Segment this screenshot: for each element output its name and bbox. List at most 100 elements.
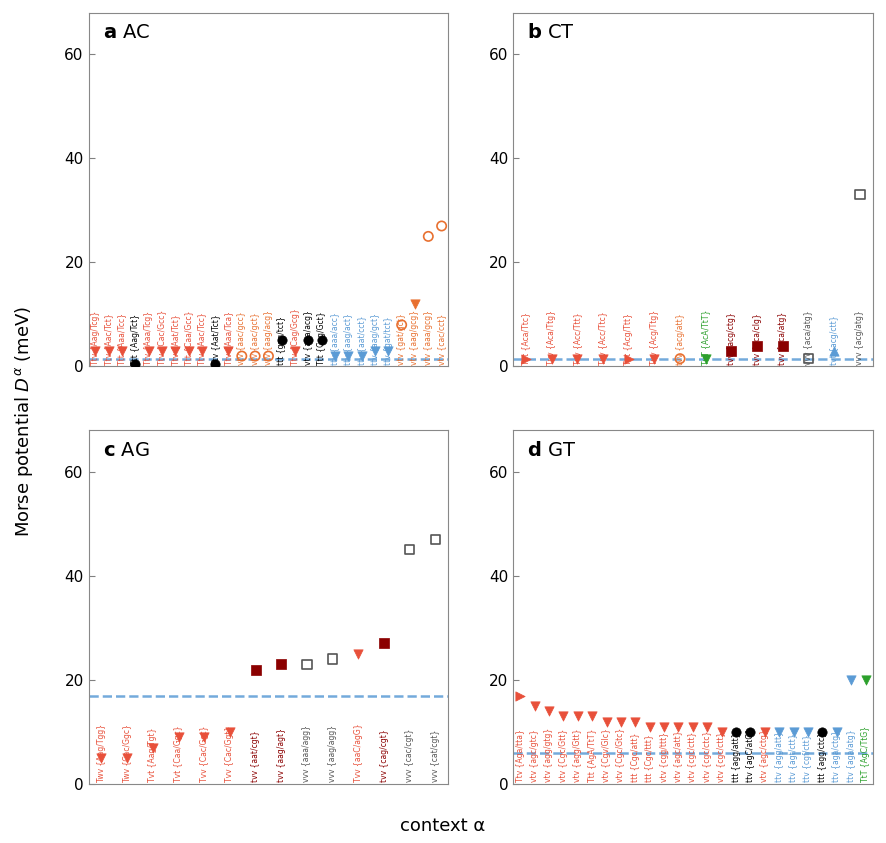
Text: vvv {aag/agg}: vvv {aag/agg} — [328, 725, 338, 782]
Point — [585, 710, 599, 723]
Text: vtv {cgc/ctc}: vtv {cgc/ctc} — [703, 731, 711, 782]
Point — [354, 349, 369, 362]
Point — [648, 352, 662, 365]
Point — [115, 344, 129, 357]
Text: Ttt {Cag/Gct}: Ttt {Cag/Gct} — [317, 311, 326, 365]
Text: context α: context α — [400, 817, 486, 835]
Point — [235, 349, 249, 362]
Text: ttv {aaa/acc}: ttv {aaa/acc} — [330, 312, 339, 365]
Point — [600, 715, 614, 728]
Text: Ttv {Aaa/Tcg}: Ttv {Aaa/Tcg} — [144, 311, 153, 365]
Text: ttv {aag/gct}: ttv {aag/gct} — [370, 313, 379, 365]
Point — [802, 352, 816, 365]
Point — [328, 349, 342, 362]
Text: ttt {gag/tct}: ttt {gag/tct} — [277, 316, 286, 365]
Text: Tvt {Aca/Ttc}: Tvt {Aca/Ttc} — [521, 312, 531, 365]
Point — [222, 725, 237, 738]
Text: tvv {aat/cgt}: tvv {aat/cgt} — [251, 731, 260, 782]
Point — [94, 751, 108, 765]
Point — [614, 715, 628, 728]
Point — [556, 710, 571, 723]
Text: vtv {agg/Gtt}: vtv {agg/Gtt} — [573, 729, 582, 782]
Point — [288, 344, 302, 357]
Point — [248, 663, 262, 676]
Text: vtv {aac/gcc}: vtv {aac/gcc} — [237, 311, 246, 365]
Text: Tvt {Caa/Ggc}: Tvt {Caa/Ggc} — [174, 726, 183, 782]
Point — [657, 720, 672, 733]
Point — [299, 658, 314, 671]
Text: tvt {acg/ctt}: tvt {acg/ctt} — [829, 315, 839, 365]
Text: vtv {aac/gct}: vtv {aac/gct} — [251, 312, 260, 365]
Point — [743, 725, 758, 738]
Text: $\mathbf{d}$ GT: $\mathbf{d}$ GT — [527, 441, 577, 459]
Text: ttv {aag/act}: ttv {aag/act} — [344, 313, 353, 365]
Text: Tvv {Acg/Ttg}: Tvv {Acg/Ttg} — [649, 309, 659, 365]
Text: ttt {agg/att}: ttt {agg/att} — [732, 733, 741, 782]
Point — [527, 699, 541, 712]
Point — [182, 344, 196, 357]
Point — [853, 188, 867, 201]
Point — [642, 720, 657, 733]
Text: tvv {acg/att}: tvv {acg/att} — [675, 314, 685, 365]
Point — [195, 344, 209, 357]
Text: Tvv {Cac/Ggt}: Tvv {Cac/Ggt} — [199, 726, 209, 782]
Text: ttv {agg/att}: ttv {agg/att} — [774, 732, 784, 782]
Point — [261, 349, 276, 362]
Text: Ttv {Cac/Gcc}: Ttv {Cac/Gcc} — [158, 309, 167, 365]
Text: ttv {aga/atg}: ttv {aga/atg} — [847, 730, 856, 782]
Text: Twv {Aag/Tgg}: Twv {Aag/Tgg} — [97, 724, 106, 782]
Point — [542, 705, 556, 718]
Point — [197, 730, 211, 744]
Point — [368, 344, 382, 357]
Text: Ttv {Aaa/Tca}: Ttv {Aaa/Tca} — [224, 311, 233, 365]
Text: ttv {agC/atG}: ttv {agC/atG} — [746, 728, 755, 782]
Point — [377, 636, 391, 650]
Point — [844, 674, 859, 687]
Point — [275, 334, 289, 347]
Text: tvv {aca/clg}: tvv {aca/clg} — [752, 313, 762, 365]
Text: vtv {cgc/ctt}: vtv {cgc/ctt} — [717, 732, 727, 782]
Point — [758, 725, 772, 738]
Text: tvv {cag/cgt}: tvv {cag/cgt} — [379, 730, 389, 782]
Text: ttv {cgf/ctt}: ttv {cgf/ctt} — [804, 735, 812, 782]
Text: Ttv {Aga/tta}: Ttv {Aga/tta} — [516, 729, 525, 782]
Point — [519, 352, 533, 365]
Text: TvT {AcA/TtT}: TvT {AcA/TtT} — [701, 309, 711, 365]
Text: Ttv {Aac/Tct}: Ttv {Aac/Tct} — [104, 313, 113, 365]
Text: Tvv {Cac/Ggt}: Tvv {Cac/Ggt} — [225, 726, 235, 782]
Text: Tvv {Acc/Ttt}: Tvv {Acc/Ttt} — [572, 312, 582, 365]
Text: ttv {aat/cct}: ttv {aat/cct} — [357, 315, 366, 365]
Point — [729, 725, 743, 738]
Text: vtv {agc/gtc}: vtv {agc/gtc} — [530, 730, 539, 782]
Text: ttt {Cgc/att}: ttt {Cgc/att} — [631, 733, 640, 782]
Point — [381, 344, 395, 357]
Text: Ttv {Aag/Tcg}: Ttv {Aag/Tcg} — [90, 311, 100, 365]
Text: vtv {gat/gct}: vtv {gat/gct} — [397, 313, 406, 365]
Point — [750, 339, 765, 352]
Point — [145, 741, 159, 754]
Text: vvv {acg/atg}: vvv {acg/atg} — [855, 310, 865, 365]
Point — [571, 710, 585, 723]
Text: vtv {agc/ctg}: vtv {agc/ctg} — [760, 730, 769, 782]
Text: vtv {cgg/ttt}: vtv {cgg/ttt} — [659, 733, 669, 782]
Point — [222, 344, 236, 357]
Text: Ttv {Cag/Gcg}: Ttv {Cag/Gcg} — [291, 309, 299, 365]
Text: vvv {cac/cgt}: vvv {cac/cgt} — [405, 729, 415, 782]
Point — [628, 715, 642, 728]
Point — [725, 344, 739, 357]
Text: ttv {aga/ctg}: ttv {aga/ctg} — [832, 730, 841, 782]
Point — [673, 352, 688, 365]
Point — [829, 725, 843, 738]
Point — [700, 720, 714, 733]
Point — [571, 352, 585, 365]
Point — [248, 349, 262, 362]
Text: $\mathbf{b}$ CT: $\mathbf{b}$ CT — [527, 24, 575, 42]
Text: Tvt {Aag/Tgt}: Tvt {Aag/Tgt} — [148, 728, 158, 782]
Text: $\mathbf{c}$ AG: $\mathbf{c}$ AG — [103, 441, 150, 459]
Text: ttt {Cgc/ttt}: ttt {Cgc/ttt} — [645, 735, 654, 782]
Text: vtv {aag/gcg}: vtv {aag/gcg} — [410, 309, 419, 365]
Text: ttv {gat/tct}: ttv {gat/tct} — [384, 316, 392, 365]
Text: vtv {cac/cct}: vtv {cac/cct} — [437, 314, 447, 365]
Point — [815, 725, 829, 738]
Point — [699, 352, 713, 365]
